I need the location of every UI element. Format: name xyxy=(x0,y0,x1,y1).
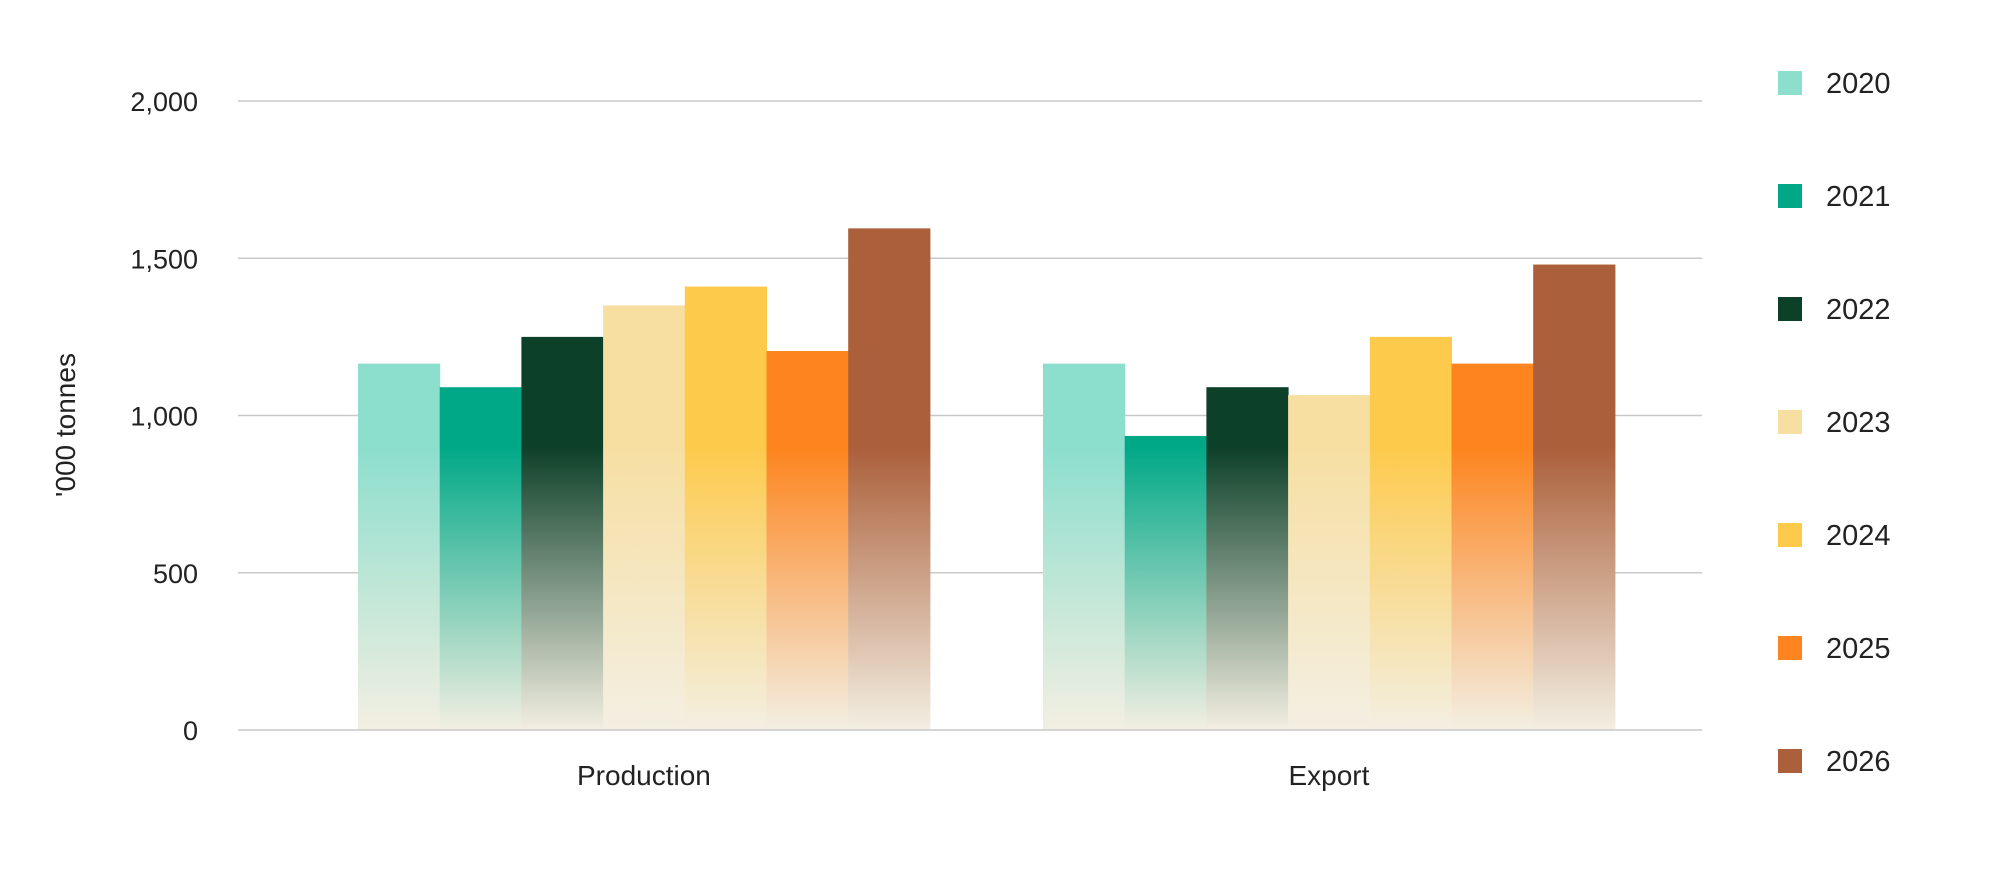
legend-item: 2025 xyxy=(1778,633,1891,665)
legend: 2020 2021 2022 2023 2024 2025 2026 xyxy=(1778,68,1891,778)
bar-export-2026 xyxy=(1533,264,1616,730)
legend-label: 2025 xyxy=(1826,633,1891,665)
bar-production-2022 xyxy=(521,336,604,730)
legend-swatch xyxy=(1778,297,1802,321)
bar-production-2020 xyxy=(358,363,441,730)
bar-export-2023 xyxy=(1288,395,1371,730)
legend-label: 2022 xyxy=(1826,294,1891,326)
x-category-label: Export xyxy=(1288,760,1369,791)
legend-item: 2022 xyxy=(1778,294,1891,326)
bar-production-2021 xyxy=(439,387,522,730)
bar-export-2025 xyxy=(1451,363,1534,730)
legend-swatch xyxy=(1778,749,1802,773)
legend-label: 2023 xyxy=(1826,407,1891,439)
legend-swatch xyxy=(1778,410,1802,434)
legend-item: 2024 xyxy=(1778,520,1891,552)
bar-production-2025 xyxy=(766,351,849,730)
legend-item: 2026 xyxy=(1778,746,1891,778)
bar-export-2022 xyxy=(1206,387,1289,730)
y-tick-label: 500 xyxy=(153,559,198,589)
bar-production-2024 xyxy=(684,286,767,730)
legend-label: 2021 xyxy=(1826,181,1891,213)
legend-swatch xyxy=(1778,523,1802,547)
bar-production-2023 xyxy=(603,305,686,730)
legend-label: 2026 xyxy=(1826,746,1891,778)
bar-production-2026 xyxy=(848,228,931,730)
legend-label: 2024 xyxy=(1826,520,1891,552)
legend-swatch xyxy=(1778,71,1802,95)
legend-item: 2020 xyxy=(1778,68,1891,100)
bar-export-2020 xyxy=(1043,363,1126,730)
y-tick-label: 1,000 xyxy=(130,402,198,432)
bars xyxy=(358,228,1616,730)
legend-label: 2020 xyxy=(1826,68,1891,100)
legend-item: 2023 xyxy=(1778,407,1891,439)
bar-export-2021 xyxy=(1124,435,1207,730)
y-tick-label: 2,000 xyxy=(130,87,198,117)
legend-item: 2021 xyxy=(1778,181,1891,213)
y-axis-title: '000 tonnes xyxy=(50,353,81,497)
y-axis-ticks: 0 500 1,000 1,500 2,000 xyxy=(130,87,198,746)
legend-swatch xyxy=(1778,184,1802,208)
y-tick-label: 1,500 xyxy=(130,244,198,274)
x-axis-categories: Production Export xyxy=(577,760,1370,791)
y-tick-label: 0 xyxy=(183,716,198,746)
legend-swatch xyxy=(1778,636,1802,660)
bar-export-2024 xyxy=(1369,336,1452,730)
x-category-label: Production xyxy=(577,760,711,791)
